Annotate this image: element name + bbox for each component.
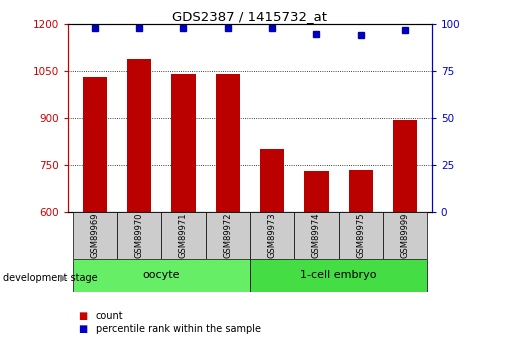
Bar [127,59,152,212]
Bar [260,149,284,212]
Bar [393,120,417,212]
Bar [83,77,107,212]
Text: ■: ■ [78,325,87,334]
Bar [216,74,240,212]
FancyBboxPatch shape [294,212,339,259]
FancyBboxPatch shape [73,212,117,259]
Text: ▶: ▶ [60,273,67,283]
Text: GSM89973: GSM89973 [268,213,277,258]
Text: GSM89975: GSM89975 [357,213,365,258]
FancyBboxPatch shape [73,259,250,292]
Text: GSM89972: GSM89972 [223,213,232,258]
Text: GSM89970: GSM89970 [135,213,143,258]
FancyBboxPatch shape [383,212,427,259]
Text: development stage: development stage [3,273,97,283]
Text: count: count [96,311,124,321]
Text: GSM89971: GSM89971 [179,213,188,258]
Bar [348,170,373,212]
FancyBboxPatch shape [250,259,427,292]
Text: GSM89974: GSM89974 [312,213,321,258]
Text: percentile rank within the sample: percentile rank within the sample [96,325,261,334]
Bar [171,74,195,212]
FancyBboxPatch shape [250,212,294,259]
FancyBboxPatch shape [206,212,250,259]
FancyBboxPatch shape [339,212,383,259]
Text: ■: ■ [78,311,87,321]
FancyBboxPatch shape [117,212,161,259]
Text: GSM89969: GSM89969 [90,213,99,258]
FancyBboxPatch shape [161,212,206,259]
Bar [305,171,329,212]
Text: 1-cell embryo: 1-cell embryo [300,270,377,280]
Text: GSM89999: GSM89999 [400,213,410,258]
Text: oocyte: oocyte [142,270,180,280]
Title: GDS2387 / 1415732_at: GDS2387 / 1415732_at [173,10,327,23]
